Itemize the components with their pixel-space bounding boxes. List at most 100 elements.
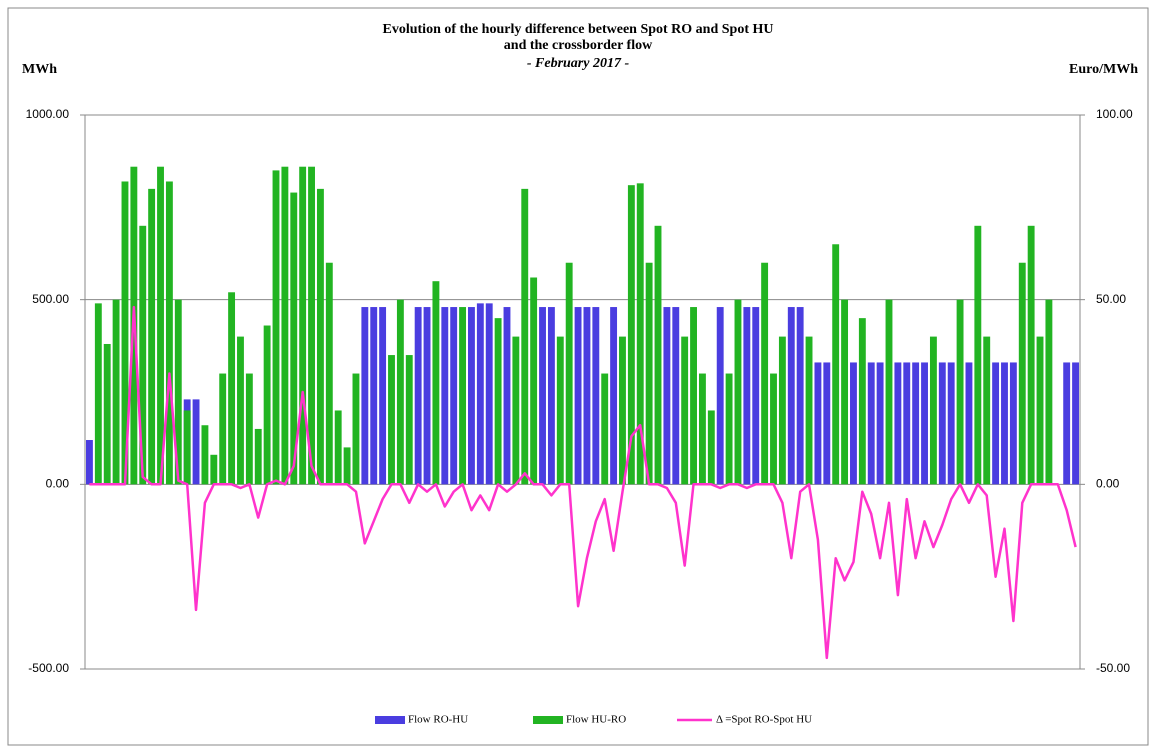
bar — [743, 307, 751, 485]
legend-swatch — [375, 716, 405, 724]
bar — [219, 373, 227, 485]
bar — [485, 303, 493, 485]
bar — [263, 325, 271, 485]
bar — [663, 307, 671, 485]
bar — [281, 166, 289, 485]
bar — [299, 166, 307, 485]
bar — [334, 410, 342, 485]
bar — [414, 307, 422, 485]
bar — [787, 307, 795, 485]
bar — [921, 362, 928, 485]
bar — [237, 336, 244, 485]
bar — [814, 362, 822, 485]
bar — [592, 307, 600, 485]
bar — [912, 362, 920, 485]
bar — [379, 307, 387, 485]
bar — [352, 373, 360, 485]
bar — [157, 166, 164, 485]
bar — [441, 307, 449, 485]
bar — [361, 307, 369, 485]
bar — [112, 299, 120, 485]
bar — [947, 362, 955, 485]
bar — [725, 373, 733, 485]
bar — [619, 336, 626, 485]
bar — [272, 170, 280, 485]
bar — [974, 225, 982, 485]
bar — [174, 299, 182, 485]
bar — [796, 307, 804, 485]
bar — [903, 362, 911, 485]
bar — [956, 299, 964, 485]
bar — [1063, 362, 1071, 485]
bar — [201, 425, 209, 485]
bar — [929, 336, 937, 485]
bar — [290, 192, 298, 485]
bar — [938, 362, 946, 485]
bar — [1018, 262, 1026, 485]
bar — [530, 277, 538, 485]
bar — [992, 362, 1000, 485]
bar — [103, 343, 111, 485]
chart-title: and the crossborder flow — [504, 38, 653, 53]
legend-label: Flow HU-RO — [566, 714, 626, 726]
y2-tick-label: -50.00 — [1096, 661, 1130, 675]
bar — [823, 362, 831, 485]
bar — [316, 188, 324, 485]
bar — [86, 440, 93, 485]
bar — [494, 318, 502, 485]
y-tick-label: 0.00 — [46, 477, 70, 491]
bar — [1036, 336, 1044, 485]
bar — [547, 307, 555, 485]
bar — [1001, 362, 1008, 485]
bar — [574, 307, 582, 485]
bar — [734, 299, 742, 485]
legend-label: Flow RO-HU — [408, 714, 468, 726]
bar — [325, 262, 333, 485]
bar — [716, 307, 724, 485]
bar — [228, 292, 236, 485]
bar — [805, 336, 813, 485]
bar — [610, 307, 618, 485]
bar — [503, 307, 511, 485]
bar — [832, 244, 840, 485]
chart-subtitle: - February 2017 - — [527, 56, 630, 71]
line — [89, 305, 1077, 660]
y2-tick-label: 100.00 — [1096, 107, 1133, 121]
bar — [850, 362, 857, 485]
bar — [121, 181, 129, 485]
bar — [308, 166, 315, 485]
bar — [450, 307, 458, 485]
bar — [690, 307, 697, 485]
bar — [752, 307, 760, 485]
bar — [139, 225, 147, 485]
bar — [254, 428, 262, 485]
bar — [210, 454, 218, 485]
bar — [565, 262, 573, 485]
y2-tick-label: 0.00 — [1096, 477, 1120, 491]
y-tick-label: 1000.00 — [26, 107, 70, 121]
bar — [636, 183, 644, 485]
bar — [432, 281, 440, 485]
bar — [423, 307, 431, 485]
bar — [627, 185, 635, 485]
legend-swatch — [533, 716, 563, 724]
bar — [681, 336, 689, 485]
bar — [396, 299, 404, 485]
bar — [698, 373, 706, 485]
bar — [183, 410, 191, 485]
y-tick-label: -500.00 — [28, 661, 69, 675]
bar — [521, 188, 529, 485]
bar — [343, 447, 351, 485]
bar — [388, 355, 395, 485]
bar — [841, 299, 849, 485]
bar — [1045, 299, 1053, 485]
bar — [965, 362, 973, 485]
y2-tick-label: 50.00 — [1096, 292, 1126, 306]
bar — [459, 307, 467, 485]
bar — [876, 362, 884, 485]
bar — [1027, 225, 1035, 485]
bar — [672, 307, 680, 485]
bar — [894, 362, 902, 485]
chart-title: Evolution of the hourly difference betwe… — [383, 22, 774, 37]
